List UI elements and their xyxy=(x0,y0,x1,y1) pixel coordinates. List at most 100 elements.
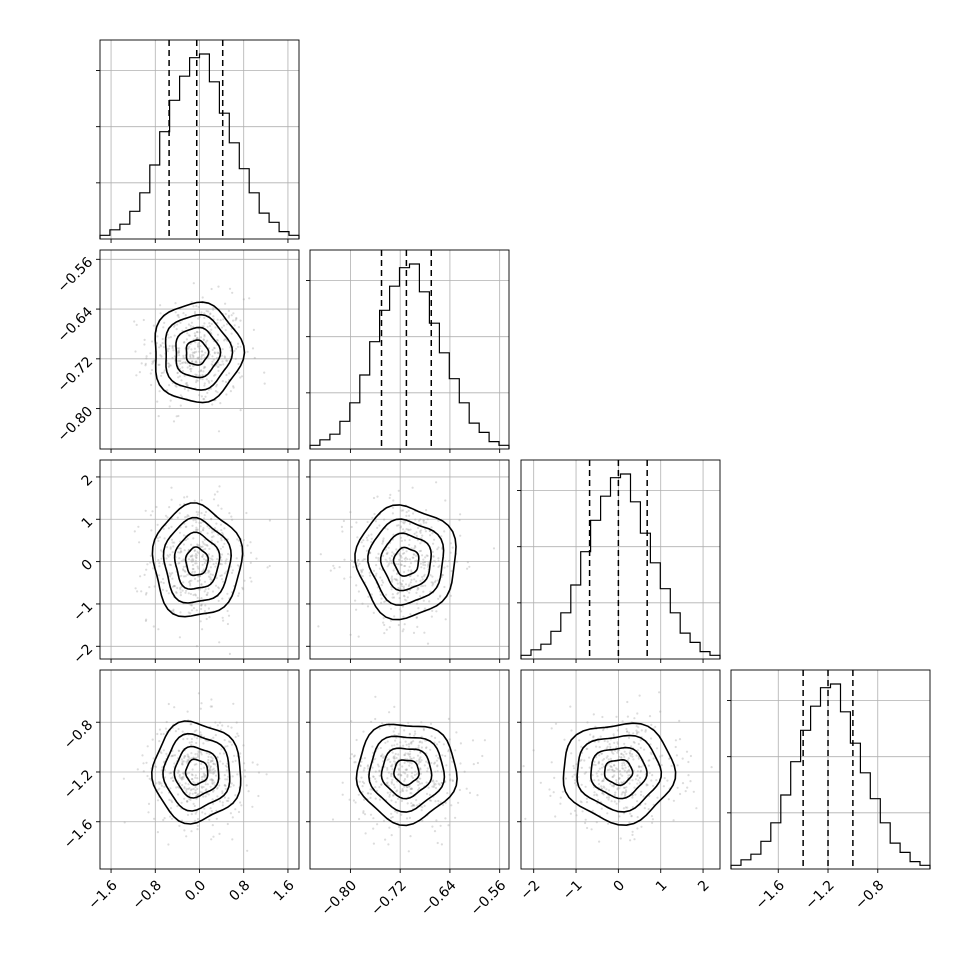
scatter-point xyxy=(190,604,193,607)
scatter-point xyxy=(633,838,636,841)
scatter-point xyxy=(431,825,434,828)
scatter-point xyxy=(386,766,389,770)
scatter-point xyxy=(415,616,418,620)
scatter-point xyxy=(393,705,396,709)
scatter-point xyxy=(663,777,666,780)
panel-bg-r2c2 xyxy=(521,460,720,659)
scatter-point xyxy=(598,754,601,757)
scatter-point xyxy=(242,298,245,301)
scatter-point xyxy=(421,806,424,809)
scatter-point xyxy=(352,799,355,802)
scatter-point xyxy=(156,335,159,338)
scatter-point xyxy=(186,799,189,803)
scatter-point xyxy=(422,563,425,567)
scatter-point xyxy=(374,717,377,721)
scatter-point xyxy=(588,766,591,769)
scatter-point xyxy=(448,773,451,776)
scatter-point xyxy=(636,816,639,819)
scatter-point xyxy=(158,536,161,539)
scatter-point xyxy=(392,533,395,536)
scatter-point xyxy=(193,351,196,354)
scatter-point xyxy=(390,580,394,583)
scatter-point xyxy=(185,835,188,838)
scatter-point xyxy=(177,316,180,319)
scatter-point xyxy=(169,547,172,550)
scatter-point xyxy=(319,553,322,556)
scatter-point xyxy=(451,760,454,763)
scatter-point xyxy=(173,706,176,709)
scatter-point xyxy=(208,771,211,774)
scatter-point xyxy=(388,562,391,565)
scatter-point xyxy=(412,512,415,515)
scatter-point xyxy=(532,749,535,752)
scatter-point xyxy=(413,804,416,807)
scatter-point xyxy=(601,715,604,719)
scatter-point xyxy=(166,389,169,392)
scatter-point xyxy=(418,787,421,790)
scatter-point xyxy=(402,521,405,524)
scatter-point xyxy=(644,730,647,733)
scatter-point xyxy=(189,555,192,558)
scatter-point xyxy=(139,575,142,578)
scatter-point xyxy=(224,312,227,316)
scatter-point xyxy=(411,804,414,807)
scatter-point xyxy=(440,770,443,773)
scatter-point xyxy=(612,784,616,787)
scatter-point xyxy=(184,314,187,317)
scatter-point xyxy=(356,536,359,539)
scatter-point xyxy=(607,796,611,799)
scatter-point xyxy=(423,561,426,564)
scatter-point xyxy=(230,571,234,575)
scatter-point xyxy=(211,360,214,363)
scatter-point xyxy=(639,746,642,750)
scatter-point xyxy=(367,595,370,598)
scatter-point xyxy=(593,791,596,794)
scatter-point xyxy=(215,383,218,386)
scatter-point xyxy=(365,536,368,539)
scatter-point xyxy=(595,821,598,824)
scatter-point xyxy=(197,750,200,753)
scatter-point xyxy=(605,796,609,799)
scatter-point xyxy=(229,349,232,352)
scatter-point xyxy=(192,282,195,285)
scatter-point xyxy=(196,543,199,546)
scatter-point xyxy=(186,573,189,576)
scatter-point xyxy=(159,354,162,357)
scatter-point xyxy=(206,783,209,786)
scatter-point xyxy=(399,563,403,566)
scatter-point xyxy=(151,738,154,741)
scatter-point xyxy=(670,764,673,768)
scatter-point xyxy=(395,548,398,551)
scatter-point xyxy=(193,791,197,795)
scatter-point xyxy=(212,779,215,782)
scatter-point xyxy=(424,584,427,587)
scatter-point xyxy=(215,562,218,565)
scatter-point xyxy=(431,584,434,587)
scatter-point xyxy=(630,815,633,818)
scatter-point xyxy=(402,509,405,512)
scatter-point xyxy=(367,534,370,537)
scatter-point xyxy=(163,369,166,372)
scatter-point xyxy=(195,609,198,612)
scatter-point xyxy=(147,802,151,806)
scatter-point xyxy=(218,485,221,488)
scatter-point xyxy=(407,569,410,572)
scatter-point xyxy=(606,812,609,815)
scatter-point xyxy=(186,366,189,369)
scatter-point xyxy=(621,764,624,767)
scatter-point xyxy=(209,312,212,316)
scatter-point xyxy=(207,607,210,610)
scatter-point xyxy=(650,753,653,756)
scatter-point xyxy=(246,849,249,852)
scatter-point xyxy=(628,751,631,754)
scatter-point xyxy=(223,796,226,799)
scatter-point xyxy=(625,790,628,793)
scatter-point xyxy=(256,763,259,766)
scatter-point xyxy=(224,764,227,768)
scatter-point xyxy=(590,828,593,831)
scatter-point xyxy=(584,785,587,788)
scatter-point xyxy=(378,798,382,801)
scatter-point xyxy=(190,743,193,746)
scatter-point xyxy=(595,793,598,796)
scatter-point xyxy=(437,597,440,600)
